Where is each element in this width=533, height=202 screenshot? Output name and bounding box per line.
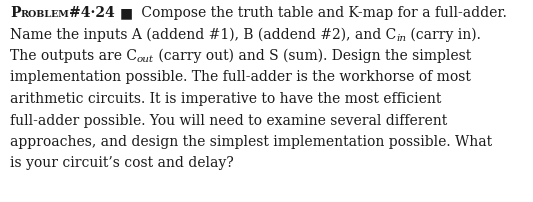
Text: in: in — [396, 34, 406, 43]
Text: out: out — [137, 56, 154, 64]
Text: ROBLEM: ROBLEM — [20, 10, 69, 19]
Text: #4·24: #4·24 — [69, 6, 120, 20]
Text: P: P — [10, 6, 20, 20]
Text: approaches, and design the simplest implementation possible. What: approaches, and design the simplest impl… — [10, 135, 492, 149]
Text: (carry in).: (carry in). — [406, 27, 481, 41]
Text: is your circuit’s cost and delay?: is your circuit’s cost and delay? — [10, 157, 234, 170]
Text: implementation possible. The full-adder is the workhorse of most: implementation possible. The full-adder … — [10, 70, 471, 84]
Text: full-adder possible. You will need to examine several different: full-adder possible. You will need to ex… — [10, 114, 447, 127]
Text: The outputs are C: The outputs are C — [10, 49, 137, 63]
Text: (carry out) and S (sum). Design the simplest: (carry out) and S (sum). Design the simp… — [154, 49, 471, 63]
Text: Name the inputs A (addend #1), B (addend #2), and C: Name the inputs A (addend #1), B (addend… — [10, 27, 396, 41]
Text: ■: ■ — [120, 6, 138, 20]
Text: Compose the truth table and K-map for a full-adder.: Compose the truth table and K-map for a … — [138, 6, 507, 20]
Text: arithmetic circuits. It is imperative to have the most efficient: arithmetic circuits. It is imperative to… — [10, 92, 441, 106]
